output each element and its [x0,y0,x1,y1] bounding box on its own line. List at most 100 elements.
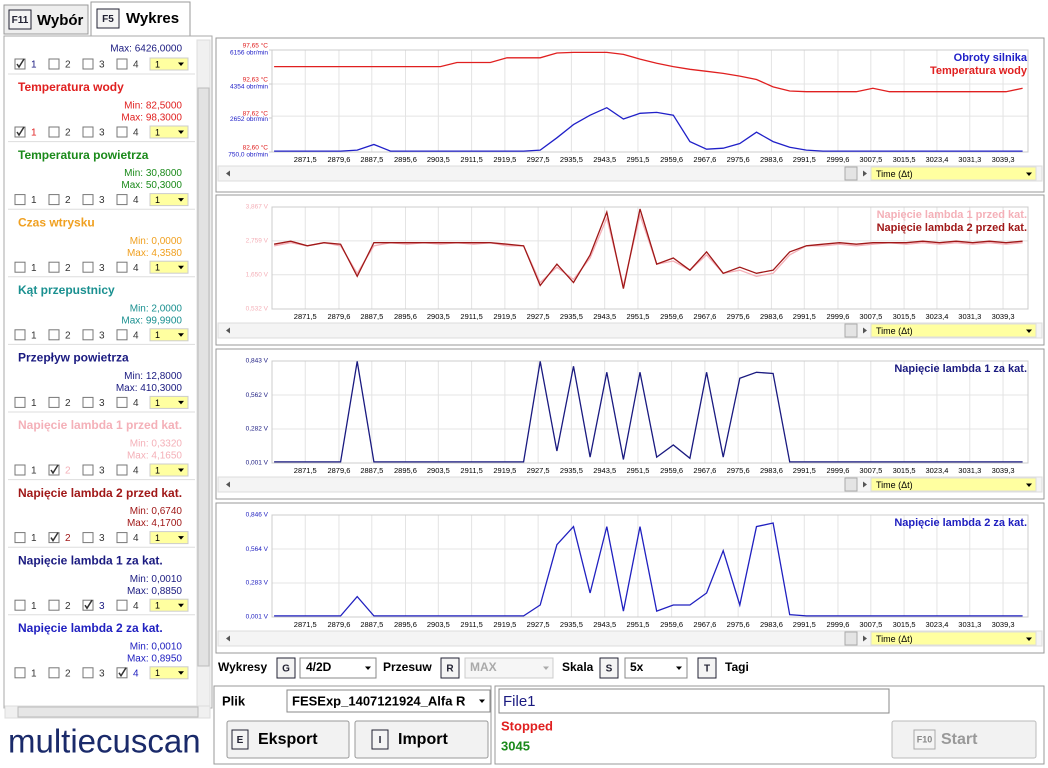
x-tick-label: 2959,6 [660,620,683,629]
checkbox-label: 1 [31,601,37,612]
slot-select[interactable] [149,666,189,680]
legend-entry: Obroty silnika [954,52,1028,64]
checkbox[interactable] [82,532,94,544]
checkbox-label: 3 [99,330,105,341]
button[interactable] [226,720,350,759]
checkbox-label: 1 [31,60,37,71]
x-tick-label: 3007,5 [859,312,882,321]
checkbox[interactable] [14,261,26,273]
h-scrollbar [217,476,1043,493]
checkbox[interactable] [14,532,26,544]
x-tick-label: 2903,5 [427,155,450,164]
slot-select[interactable] [149,463,189,477]
sensor-min: Min: 0,0000 [130,236,183,247]
checkbox[interactable] [14,667,26,679]
checkbox[interactable] [116,599,128,611]
scroll-right[interactable] [863,170,867,177]
checkbox[interactable] [48,194,60,206]
axis-select[interactable] [870,477,1037,492]
checkbox[interactable] [14,599,26,611]
scroll-left[interactable] [226,635,230,642]
checkbox[interactable] [82,58,94,70]
checkbox[interactable] [116,532,128,544]
checkbox[interactable] [82,194,94,206]
checkbox-label: 4 [133,466,139,477]
slot-select[interactable] [149,395,189,409]
checkbox[interactable] [116,126,128,138]
x-tick-label: 2935,5 [560,466,583,475]
checkbox-label: 4 [133,601,139,612]
checkbox[interactable] [116,261,128,273]
checkbox[interactable] [116,58,128,70]
tab-active[interactable] [90,1,191,37]
scroll-left[interactable] [226,170,230,177]
scroll-left[interactable] [226,327,230,334]
axis-select[interactable] [870,323,1037,338]
button-label: Start [941,731,978,748]
checkbox[interactable] [82,261,94,273]
checkbox[interactable] [116,194,128,206]
checkbox[interactable] [14,396,26,408]
axis-select[interactable] [870,631,1037,646]
slot-select[interactable] [149,193,189,207]
slot-select[interactable] [149,57,189,71]
sidebar-hscroll-thumb[interactable] [17,706,199,718]
checkbox-label: 4 [133,330,139,341]
checkbox[interactable] [14,329,26,341]
scroll-thumb[interactable] [844,631,858,646]
slot-select[interactable] [149,598,189,612]
axis-select-value: Time (Δt) [876,634,913,644]
select[interactable] [624,657,688,679]
scroll-thumb[interactable] [844,477,858,492]
axis-select[interactable] [870,166,1037,181]
x-tick-label: 3039,3 [992,312,1015,321]
scroll-thumb[interactable] [844,323,858,338]
control-label: Wykresy [218,660,267,674]
sensor-name: Przepływ powietrza [18,351,129,365]
y-tick-label: 0,001 V [246,614,269,621]
series-line [274,106,1023,152]
checkbox[interactable] [48,329,60,341]
sidebar-vscroll-thumb[interactable] [197,87,210,667]
select[interactable] [299,657,377,679]
y-tick-label: 2652 obr/min [230,116,268,123]
checkbox[interactable] [14,464,26,476]
checkbox[interactable] [82,329,94,341]
slot-select[interactable] [149,328,189,342]
scroll-right[interactable] [863,481,867,488]
slot-select[interactable] [149,125,189,139]
scroll-left[interactable] [226,481,230,488]
x-tick-label: 3023,4 [925,466,948,475]
sensor-min: Min: 82,5000 [124,101,182,112]
file-select[interactable] [286,689,491,713]
y-tick-label: 1,650 V [246,272,269,279]
scroll-right[interactable] [863,635,867,642]
checkbox[interactable] [82,464,94,476]
x-tick-label: 2967,6 [693,155,716,164]
checkbox[interactable] [48,667,60,679]
scroll-thumb[interactable] [844,166,858,181]
control-label: Przesuw [383,660,432,674]
checkbox[interactable] [116,464,128,476]
checkbox[interactable] [48,58,60,70]
slot-select[interactable] [149,260,189,274]
checkbox[interactable] [82,126,94,138]
checkbox[interactable] [116,329,128,341]
checkbox-label: 1 [31,263,37,274]
file-name-input[interactable] [498,688,890,714]
checkbox[interactable] [48,396,60,408]
scroll-right[interactable] [863,327,867,334]
slot-select[interactable] [149,531,189,545]
checkbox[interactable] [82,667,94,679]
checkbox[interactable] [14,194,26,206]
checkbox[interactable] [48,126,60,138]
y2-tick-label: 82,60 °C [243,144,269,152]
dropdown-arrow [178,265,184,270]
checkbox[interactable] [82,396,94,408]
file-label: Plik [222,693,246,708]
x-tick-label: 2927,5 [527,155,550,164]
checkbox[interactable] [116,396,128,408]
x-tick-label: 2895,6 [394,312,417,321]
checkbox[interactable] [48,261,60,273]
checkbox[interactable] [48,599,60,611]
